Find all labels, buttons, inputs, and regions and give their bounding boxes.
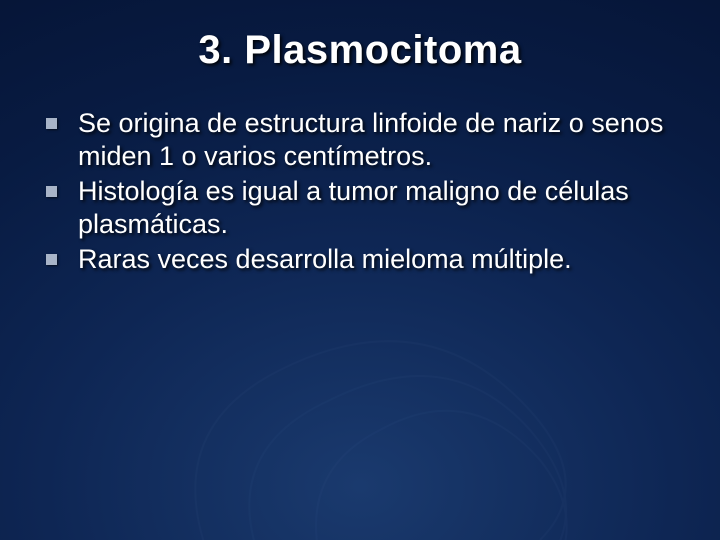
slide-container: 3. Plasmocitoma Se origina de estructura… xyxy=(0,0,720,540)
slide-title: 3. Plasmocitoma xyxy=(40,28,680,73)
square-bullet-icon xyxy=(46,118,57,129)
bullet-list: Se origina de estructura linfoide de nar… xyxy=(40,107,680,276)
list-item: Raras veces desarrolla mieloma múltiple. xyxy=(46,243,680,276)
list-item: Se origina de estructura linfoide de nar… xyxy=(46,107,680,173)
bullet-text: Histología es igual a tumor maligno de c… xyxy=(78,176,629,239)
list-item: Histología es igual a tumor maligno de c… xyxy=(46,175,680,241)
square-bullet-icon xyxy=(46,186,57,197)
bullet-text: Raras veces desarrolla mieloma múltiple. xyxy=(78,244,572,274)
bullet-text: Se origina de estructura linfoide de nar… xyxy=(78,108,663,171)
square-bullet-icon xyxy=(46,254,57,265)
